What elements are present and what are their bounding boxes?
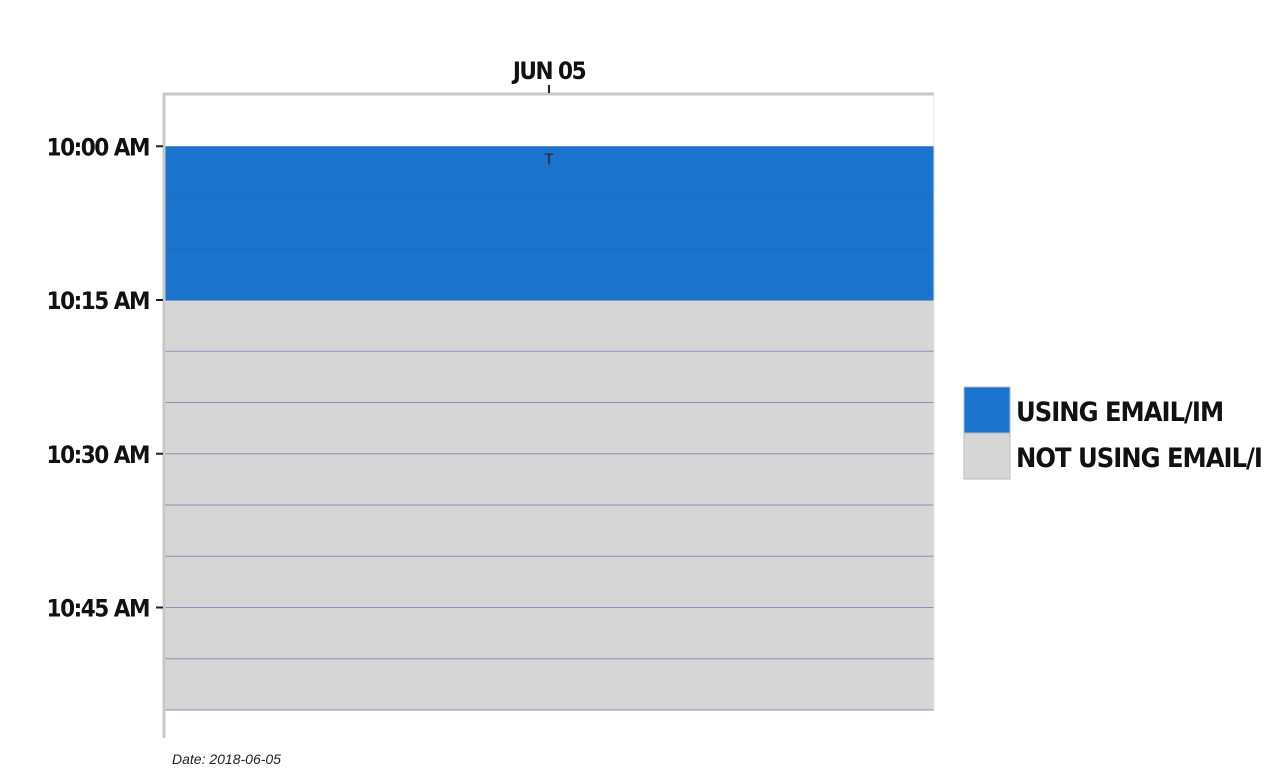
- cells-layer: [164, 146, 934, 710]
- y-tick-label: 10:15 AM: [47, 287, 149, 315]
- legend-label-using: USING EMAIL/IM: [1016, 397, 1223, 428]
- heatmap-cell-not_using-5: [164, 351, 934, 403]
- heatmap-cell-using-3: [164, 248, 934, 300]
- legend: USING EMAIL/IM NOT USING EMAIL/IM: [963, 386, 1264, 480]
- heatmap-cell-not_using-6: [164, 402, 934, 454]
- y-tick-label: 10:00 AM: [47, 133, 149, 161]
- x-tick-label: JUN 05: [511, 57, 586, 85]
- heatmap-cell-not_using-8: [164, 505, 934, 557]
- annotations-layer: T: [544, 150, 553, 168]
- axes-layer: [162, 92, 935, 738]
- legend-label-not_using: NOT USING EMAIL/IM: [1016, 443, 1264, 474]
- legend-swatch-using: [963, 386, 1011, 434]
- heatmap-cell-not_using-4: [164, 300, 934, 352]
- legend-swatch-not_using: [963, 432, 1011, 480]
- heatmap-cell-using-1: [164, 146, 934, 198]
- heatmap-cell-using-2: [164, 197, 934, 249]
- heatmap-cell-not_using-11: [164, 658, 934, 710]
- date-note: Date: 2018-06-05: [172, 751, 281, 767]
- y-tick-label: 10:30 AM: [47, 441, 149, 469]
- ticks-layer: 10:00 AM 10:15 AM 10:30 AM 10:45 AM JUN 05: [47, 57, 588, 623]
- cell-annotation: T: [544, 150, 553, 168]
- dividers-layer: [164, 197, 934, 711]
- y-tick-label: 10:45 AM: [47, 595, 149, 623]
- heatmap-cell-not_using-7: [164, 453, 934, 505]
- heatmap-cell-not_using-9: [164, 556, 934, 608]
- heatmap-cell-not_using-10: [164, 607, 934, 659]
